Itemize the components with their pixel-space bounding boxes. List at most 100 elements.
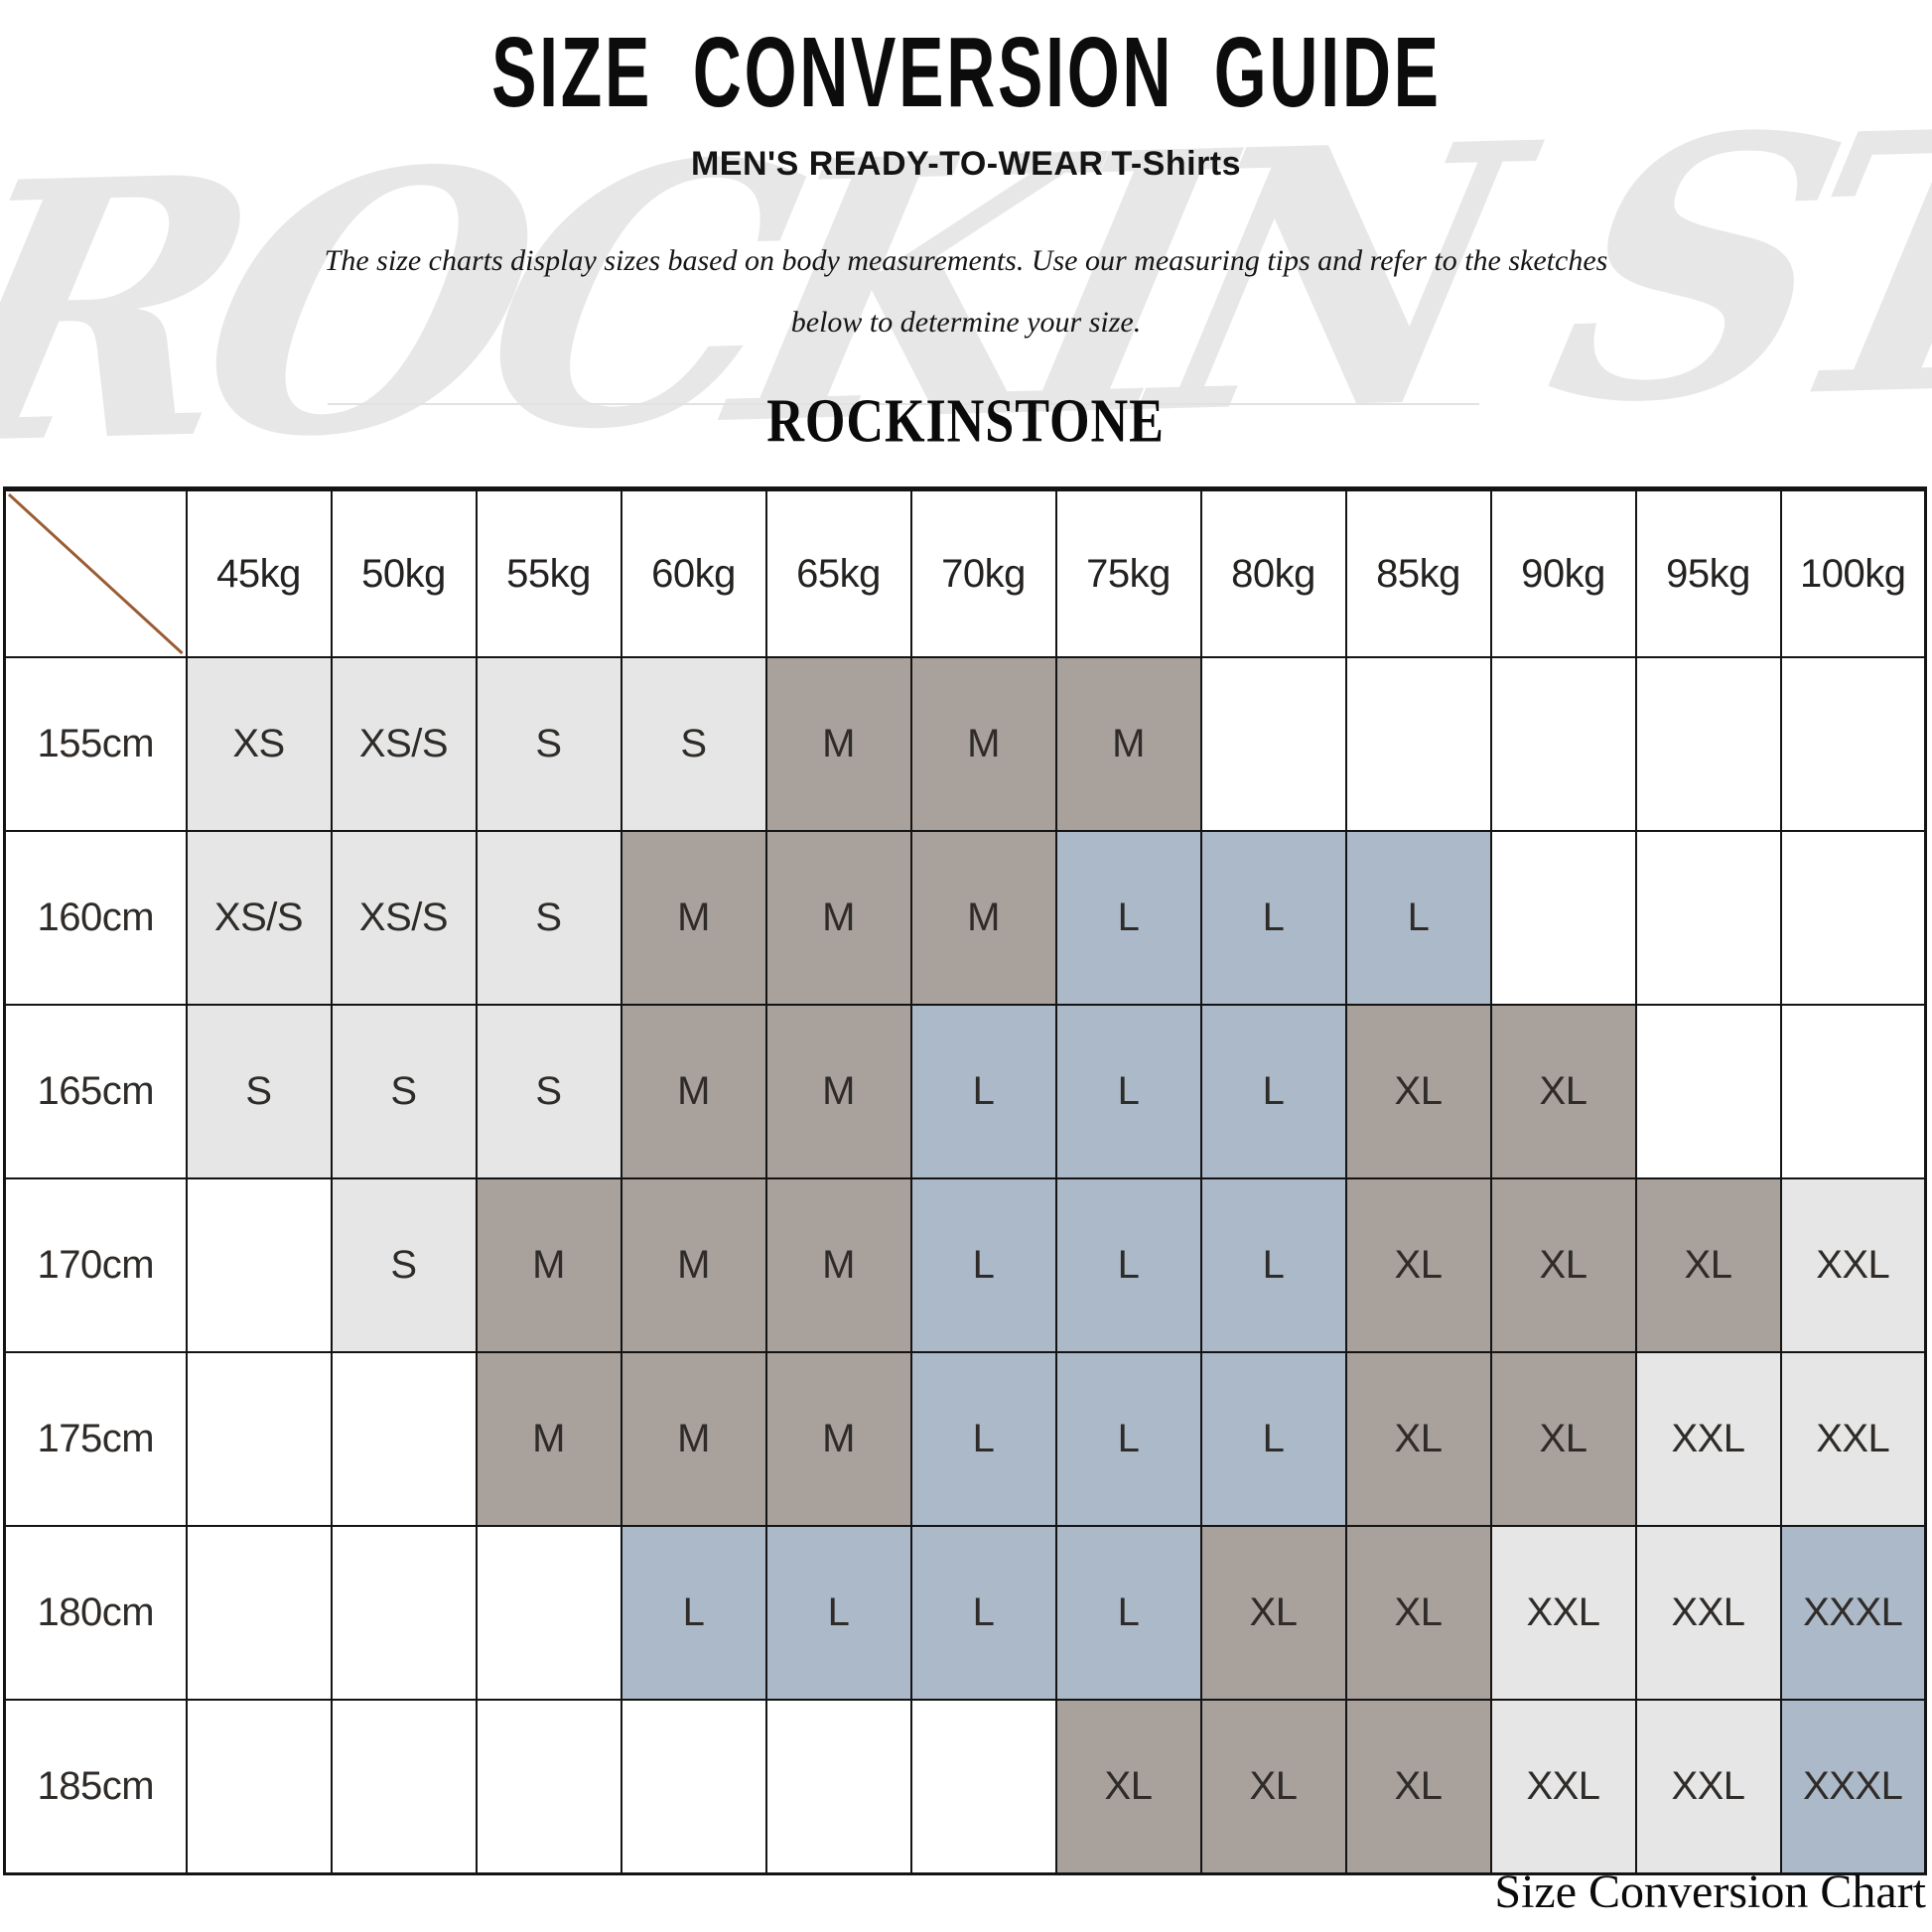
empty-cell: [1634, 1004, 1782, 1179]
size-cell: XL: [1634, 1177, 1782, 1353]
size-cell: L: [1054, 830, 1202, 1006]
size-cell: M: [620, 1004, 767, 1179]
size-cell: M: [909, 830, 1057, 1006]
size-cell: XL: [1489, 1177, 1637, 1353]
size-cell: XL: [1344, 1699, 1492, 1875]
weight-header: 65kg: [764, 487, 912, 658]
size-cell: XL: [1489, 1004, 1637, 1179]
empty-cell: [1199, 656, 1347, 832]
empty-cell: [620, 1699, 767, 1875]
subtitle: MEN'S READY-TO-WEAR T-Shirts: [0, 145, 1932, 184]
size-cell: XL: [1344, 1004, 1492, 1179]
weight-header-row: 45kg 50kg 55kg 60kg 65kg 70kg 75kg 80kg 85kg 90kg…: [3, 487, 1927, 658]
brand-row: ROCKINSTONE: [0, 385, 1932, 456]
size-cell: XS: [185, 656, 333, 832]
size-cell: XXL: [1779, 1177, 1927, 1353]
empty-cell: [330, 1699, 478, 1875]
empty-cell: [764, 1699, 912, 1875]
divider-line: [328, 403, 1479, 405]
size-cell: L: [909, 1525, 1057, 1701]
height-label: 170cm: [3, 1177, 188, 1353]
size-cell: M: [620, 1351, 767, 1527]
size-cell: S: [475, 1004, 622, 1179]
size-conversion-table: 45kg 50kg 55kg 60kg 65kg 70kg 75kg 80kg 85kg 90kg…: [3, 486, 1927, 1875]
size-cell: M: [764, 830, 912, 1006]
chart-caption: Size Conversion Chart: [1494, 1865, 1926, 1918]
size-cell: S: [330, 1177, 478, 1353]
table-row: 180cm L L L L XL XL XXL XXL XXXL: [3, 1525, 1927, 1701]
size-cell: L: [1344, 830, 1492, 1006]
size-cell: M: [620, 1177, 767, 1353]
size-cell: L: [1054, 1525, 1202, 1701]
size-cell: XL: [1199, 1699, 1347, 1875]
height-label: 165cm: [3, 1004, 188, 1179]
weight-header: 55kg: [475, 487, 622, 658]
empty-cell: [330, 1351, 478, 1527]
height-label: 180cm: [3, 1525, 188, 1701]
weight-header: 60kg: [620, 487, 767, 658]
size-cell: M: [764, 1177, 912, 1353]
empty-cell: [1779, 1004, 1927, 1179]
size-cell: M: [475, 1351, 622, 1527]
size-cell: XXL: [1779, 1351, 1927, 1527]
empty-cell: [185, 1699, 333, 1875]
size-cell: M: [475, 1177, 622, 1353]
height-label: 185cm: [3, 1699, 188, 1875]
height-label: 160cm: [3, 830, 188, 1006]
size-cell: XXL: [1634, 1351, 1782, 1527]
size-cell: L: [1199, 1004, 1347, 1179]
empty-cell: [1779, 830, 1927, 1006]
size-cell: XL: [1344, 1351, 1492, 1527]
size-cell: L: [909, 1004, 1057, 1179]
size-cell: L: [909, 1351, 1057, 1527]
size-cell: L: [1199, 830, 1347, 1006]
size-cell: M: [764, 656, 912, 832]
empty-cell: [1634, 830, 1782, 1006]
size-cell: XXL: [1489, 1699, 1637, 1875]
size-cell: XXL: [1634, 1525, 1782, 1701]
size-cell: XXXL: [1779, 1699, 1927, 1875]
table-row: 185cm XL XL XL XXL XXL XXXL: [3, 1699, 1927, 1875]
table-corner-diagonal-icon: [3, 487, 188, 658]
size-cell: L: [909, 1177, 1057, 1353]
size-cell: L: [1054, 1004, 1202, 1179]
brand-name: ROCKINSTONE: [766, 385, 1166, 456]
table-row: 170cm S M M M L L L XL XL XL XXL: [3, 1177, 1927, 1353]
size-cell: L: [620, 1525, 767, 1701]
table-row: 155cm XS XS/S S S M M M: [3, 656, 1927, 832]
size-cell: XXL: [1489, 1525, 1637, 1701]
height-label: 175cm: [3, 1351, 188, 1527]
description-line-2: below to determine your size.: [790, 306, 1142, 339]
size-cell: L: [1054, 1177, 1202, 1353]
size-cell: S: [330, 1004, 478, 1179]
size-cell: L: [1199, 1177, 1347, 1353]
size-cell: S: [620, 656, 767, 832]
subtitle-category: MEN'S READY-TO-WEAR: [690, 145, 1104, 183]
empty-cell: [330, 1525, 478, 1701]
empty-cell: [1779, 656, 1927, 832]
weight-header: 95kg: [1634, 487, 1782, 658]
table-row: 165cm S S S M M L L L XL XL: [3, 1004, 1927, 1179]
weight-header: 85kg: [1344, 487, 1492, 658]
size-cell: L: [1054, 1351, 1202, 1527]
size-cell: M: [620, 830, 767, 1006]
empty-cell: [1344, 656, 1492, 832]
empty-cell: [475, 1699, 622, 1875]
size-cell: XS/S: [330, 656, 478, 832]
size-cell: L: [764, 1525, 912, 1701]
page-header: SIZE CONVERSION GUIDE: [0, 16, 1932, 130]
size-cell: XS/S: [185, 830, 333, 1006]
empty-cell: [475, 1525, 622, 1701]
size-cell: M: [764, 1004, 912, 1179]
empty-cell: [1489, 656, 1637, 832]
size-cell: M: [909, 656, 1057, 832]
size-cell: XL: [1199, 1525, 1347, 1701]
subtitle-product: T-Shirts: [1111, 145, 1242, 183]
size-cell: M: [764, 1351, 912, 1527]
page-title: SIZE CONVERSION GUIDE: [490, 17, 1442, 128]
table-row: 175cm M M M L L L XL XL XXL XXL: [3, 1351, 1927, 1527]
size-cell: S: [185, 1004, 333, 1179]
height-label: 155cm: [3, 656, 188, 832]
description-line-1: The size charts display sizes based on b…: [324, 244, 1608, 277]
size-cell: XL: [1344, 1177, 1492, 1353]
